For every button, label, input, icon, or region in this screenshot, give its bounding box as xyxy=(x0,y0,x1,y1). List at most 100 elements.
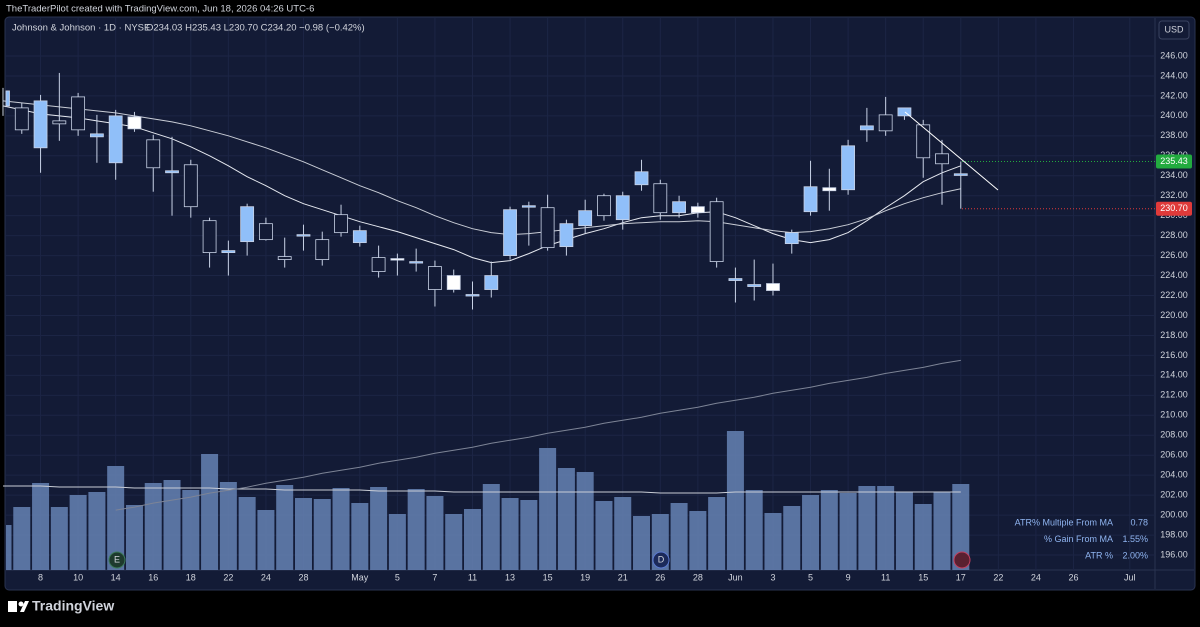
candle-body xyxy=(653,183,668,214)
dividend-label[interactable]: D xyxy=(658,554,665,564)
candle-body xyxy=(71,96,86,131)
x-tick-label: 11 xyxy=(881,572,890,582)
candle-body xyxy=(484,275,499,290)
candle-body xyxy=(465,294,480,297)
currency-box[interactable] xyxy=(1158,20,1190,40)
volume-bar xyxy=(858,486,876,570)
candle-body xyxy=(202,220,217,254)
x-tick-label: 22 xyxy=(223,572,233,582)
x-tick-label: May xyxy=(351,572,369,582)
candle-body xyxy=(33,100,48,149)
volume-bar xyxy=(933,492,951,570)
volume-bar xyxy=(32,483,50,570)
candle-body xyxy=(540,207,555,249)
candle-body xyxy=(240,206,255,243)
volume-bar xyxy=(802,495,820,570)
volume-bar xyxy=(370,487,388,570)
y-tick-label: 242.00 xyxy=(1160,90,1188,100)
earnings-label[interactable]: E xyxy=(114,554,120,564)
moving-average xyxy=(2,100,961,236)
volume-bar xyxy=(820,490,838,570)
volume-bar xyxy=(614,497,632,570)
volume-bar xyxy=(576,472,594,570)
indicator-name: ATR% Multiple From MA xyxy=(1015,517,1113,527)
candle-body xyxy=(935,153,949,165)
candle-body xyxy=(183,164,198,208)
candle-body xyxy=(597,195,611,217)
x-tick-label: 26 xyxy=(655,572,665,582)
candle-body xyxy=(371,257,386,272)
candle-body xyxy=(352,230,367,244)
candle-body xyxy=(916,124,931,159)
y-tick-label: 206.00 xyxy=(1160,450,1188,460)
volume-pane xyxy=(3,431,970,570)
candle-body xyxy=(803,186,818,213)
x-tick-label: 14 xyxy=(111,572,121,582)
volume-bar xyxy=(670,503,688,570)
volume-bar xyxy=(426,496,444,570)
candle-body xyxy=(521,205,536,208)
candle-body xyxy=(841,145,855,191)
volume-ma xyxy=(3,485,961,494)
candle-body xyxy=(127,116,142,130)
chart-panel xyxy=(4,16,1196,591)
axes: 196.00 198.00 200.00 202.00 204.00 206.00 208.… xyxy=(38,50,1192,582)
event-icon[interactable] xyxy=(953,551,971,569)
candle-body xyxy=(503,209,517,256)
indicator-name: % Gain From MA xyxy=(1044,534,1113,544)
y-tick-label: 222.00 xyxy=(1160,290,1188,300)
volume-bar xyxy=(689,511,707,570)
x-tick-label: 28 xyxy=(298,572,308,582)
volume-bar xyxy=(88,492,106,570)
volume-bar xyxy=(595,501,613,570)
volume-bar xyxy=(313,499,331,570)
y-tick-label: 216.00 xyxy=(1160,350,1188,360)
volume-bar xyxy=(125,505,143,570)
candle-body xyxy=(559,223,574,248)
volume-bar xyxy=(839,493,857,570)
volume-bar xyxy=(163,480,181,570)
volume-bar xyxy=(745,490,763,570)
logo-mark xyxy=(18,601,24,607)
earnings-icon[interactable] xyxy=(108,551,126,569)
x-tick-label: 8 xyxy=(38,572,43,582)
y-tick-label: 224.00 xyxy=(1160,270,1188,280)
volume-bar xyxy=(238,497,256,570)
y-tick-label: 204.00 xyxy=(1160,470,1188,480)
volume-bar xyxy=(13,507,31,570)
dividend-icon[interactable] xyxy=(652,551,670,569)
volume-bar xyxy=(332,488,350,570)
legend-symbol: Johnson & Johnson · 1D · NYSE xyxy=(12,23,150,34)
y-tick-label: 218.00 xyxy=(1160,330,1188,340)
volume-bar xyxy=(201,454,219,570)
x-tick-label: 19 xyxy=(580,572,590,582)
candle-body xyxy=(728,278,743,281)
volume-bar xyxy=(388,514,406,570)
volume-bar xyxy=(257,510,275,570)
candle-body xyxy=(108,115,123,164)
indicator-table: ATR% Multiple From MA 0.78 % Gain From MA 1… xyxy=(1015,517,1148,560)
y-tick-label: 196.00 xyxy=(1160,549,1188,559)
x-tick-label: Jul xyxy=(1124,572,1136,582)
candle-body xyxy=(259,223,273,241)
y-tick-label: 244.00 xyxy=(1160,70,1188,80)
volume-bar xyxy=(726,431,744,570)
candle-body xyxy=(953,173,968,176)
candle-body xyxy=(428,266,442,290)
indicator-value: 2.00% xyxy=(1122,550,1148,560)
x-tick-label: 18 xyxy=(186,572,196,582)
volume-bar xyxy=(557,468,575,570)
y-tick-label: 198.00 xyxy=(1160,529,1188,539)
candle-body xyxy=(221,250,236,254)
y-tick-label: 226.00 xyxy=(1160,250,1188,260)
x-tick-label: 9 xyxy=(846,572,851,582)
candle-body xyxy=(709,201,724,262)
volume-bar xyxy=(501,498,519,570)
currency[interactable]: USD xyxy=(1164,24,1184,34)
candle-body xyxy=(296,234,311,237)
x-tick-label: 3 xyxy=(770,572,775,582)
candle-body xyxy=(334,214,348,234)
candle-body xyxy=(747,284,762,287)
x-tick-label: 5 xyxy=(808,572,813,582)
price-label-box xyxy=(1156,154,1192,169)
